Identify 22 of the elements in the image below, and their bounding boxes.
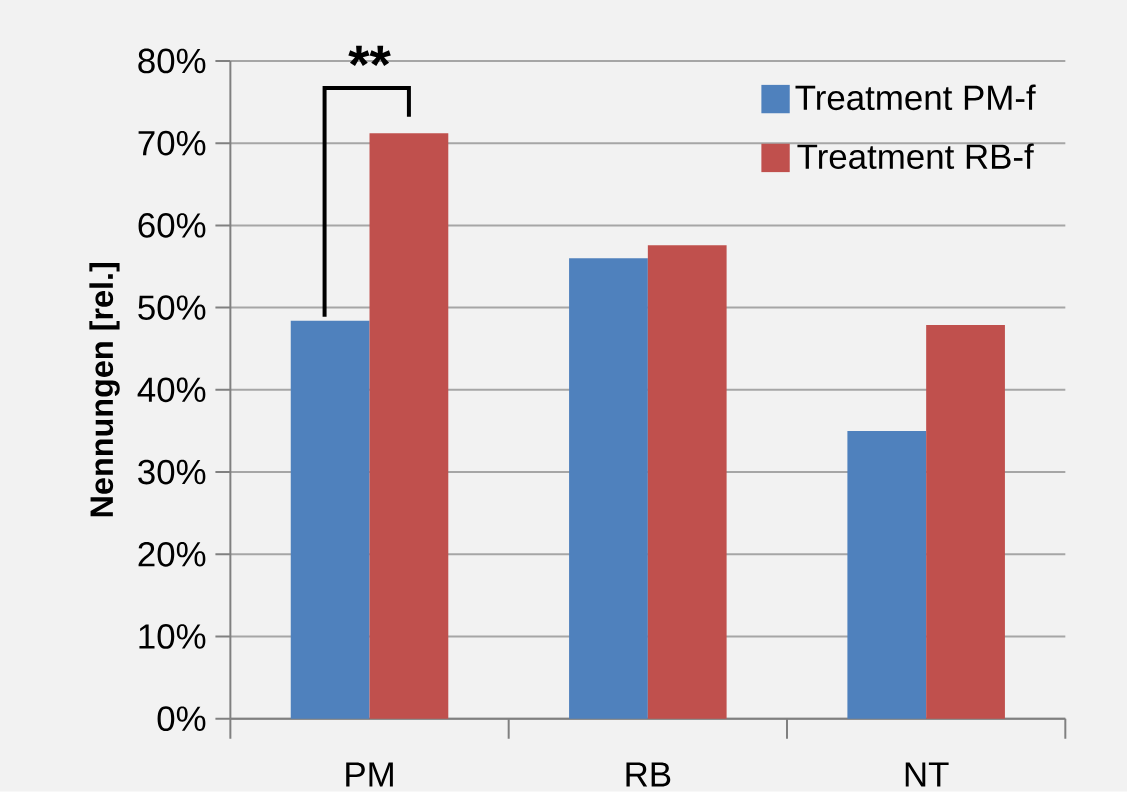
bar	[926, 325, 1005, 719]
bar	[647, 245, 727, 719]
x-tick-label: NT	[905, 762, 949, 787]
bar	[847, 431, 927, 719]
y-tick-label: 20%	[138, 542, 206, 567]
y-tick-label: 80%	[138, 48, 206, 74]
y-axis-title: Nennungen [rel.]	[89, 263, 120, 517]
bar	[369, 133, 449, 719]
legend-label: Treatment RB-f	[797, 143, 1034, 170]
legend-label: Treatment PM-f	[795, 84, 1036, 111]
y-tick-label: 10%	[139, 624, 206, 649]
bar	[569, 258, 648, 719]
annotation: **	[348, 45, 391, 67]
x-tick-label: RB	[626, 762, 671, 787]
y-tick-label: 30%	[138, 459, 206, 485]
y-tick-label: 60%	[138, 213, 206, 238]
y-tick-label: 70%	[138, 130, 206, 156]
y-tick-label: 40%	[137, 377, 206, 403]
y-tick-label: 50%	[138, 295, 206, 321]
y-tick-label: 0%	[157, 706, 206, 732]
bar	[290, 320, 370, 719]
x-tick-label: PM	[346, 762, 393, 787]
